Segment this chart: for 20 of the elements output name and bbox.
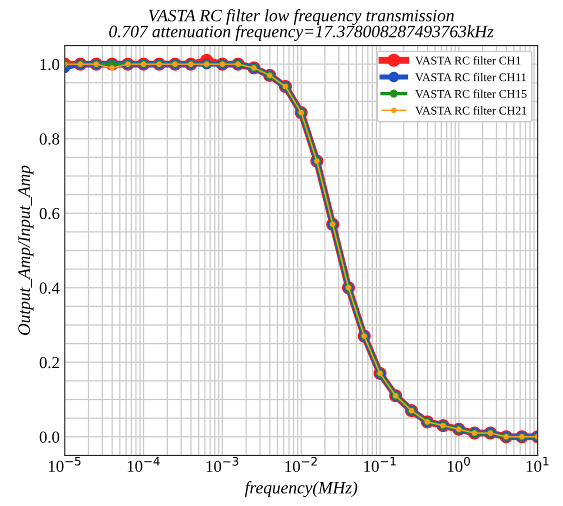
y-tick-label: 0.0 bbox=[40, 431, 60, 443]
y-tick-label: 0.8 bbox=[40, 133, 60, 145]
x-tick-label: 10$^{1}$ bbox=[526, 456, 548, 472]
x-axis-title: frequency(MHz) bbox=[244, 481, 358, 498]
y-axis-title: Output_Amp/Input_Amp bbox=[18, 166, 34, 335]
x-tick-label: 10$^{−2}$ bbox=[285, 456, 317, 472]
x-tick-label: 10$^{−3}$ bbox=[206, 456, 238, 472]
y-tick-label: 0.6 bbox=[40, 208, 60, 220]
y-tick-label: 1.0 bbox=[40, 58, 60, 70]
y-tick-label: 0.4 bbox=[40, 282, 60, 294]
legend-label: VASTA RC filter CH11 bbox=[415, 72, 526, 82]
x-tick-label: 10$^{−5}$ bbox=[48, 456, 80, 472]
y-tick-label: 0.2 bbox=[40, 356, 59, 368]
x-tick-label: 10$^{0}$ bbox=[448, 456, 470, 472]
legend-label: VASTA RC filter CH1 bbox=[415, 56, 520, 65]
legend-label: VASTA RC filter CH15 bbox=[415, 89, 527, 98]
legend-label: VASTA RC filter CH21 bbox=[415, 106, 526, 115]
x-tick-label: 10$^{−1}$ bbox=[364, 456, 396, 472]
x-tick-label: 10$^{−4}$ bbox=[128, 456, 160, 472]
chart-title: VASTA RC filter low frequency transmission 0.707 attenuation frequency=17.378008287493763kHz bbox=[109, 9, 494, 41]
